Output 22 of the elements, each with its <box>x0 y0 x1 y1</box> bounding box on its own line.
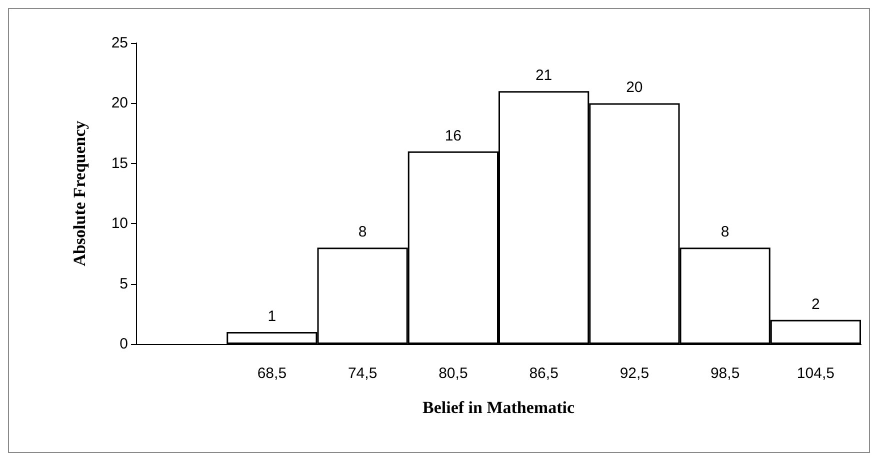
data-label: 8 <box>358 224 367 241</box>
y-tick-label: 20 <box>111 94 128 112</box>
x-tick-label: 98,5 <box>710 365 740 382</box>
data-label: 1 <box>268 308 276 325</box>
y-tick-label: 5 <box>120 275 128 292</box>
data-label: 8 <box>720 224 730 241</box>
y-axis-title: Absolute Frequency <box>70 120 89 266</box>
y-tick-label: 10 <box>111 215 128 232</box>
x-tick-label: 74,5 <box>348 365 378 382</box>
x-tick-label: 68,5 <box>257 365 287 382</box>
data-label: 2 <box>812 296 820 313</box>
x-tick-label: 86,5 <box>529 365 558 382</box>
x-tick-label: 80,5 <box>438 365 468 382</box>
y-tick-label: 15 <box>111 154 128 172</box>
x-tick-label: 104,5 <box>796 365 834 382</box>
y-tick-label: 25 <box>111 34 128 52</box>
x-tick-label: 92,5 <box>620 365 650 382</box>
data-label: 16 <box>444 127 462 144</box>
x-axis-title: Belief in Mathematic <box>422 398 575 417</box>
data-label: 21 <box>535 67 552 84</box>
data-label: 20 <box>626 79 643 96</box>
y-tick-label: 0 <box>120 336 128 352</box>
